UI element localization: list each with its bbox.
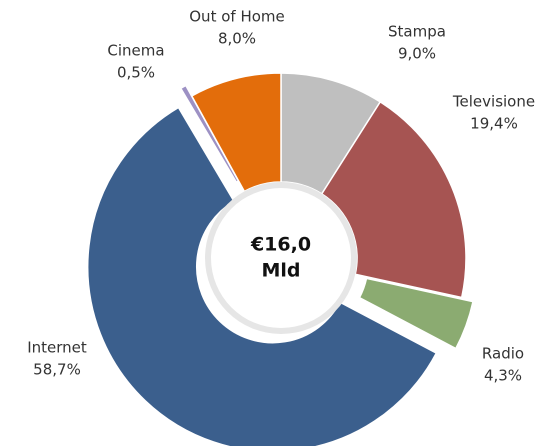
slice-label: Cinema (107, 42, 164, 60)
hole (211, 188, 351, 328)
center-label: Mld (261, 260, 300, 282)
slice (358, 277, 474, 350)
slice-value: 8,0% (218, 30, 256, 48)
slice-value: 9,0% (398, 45, 436, 63)
slice-value: 19,4% (470, 115, 518, 133)
slice-label: Televisione (452, 93, 535, 111)
slice-label: Out of Home (189, 8, 285, 26)
slice-label: Stampa (388, 23, 446, 41)
slice-value: 58,7% (33, 361, 81, 379)
slice-value: 4,3% (484, 367, 522, 385)
slice-value: 0,5% (117, 64, 155, 82)
center-label: €16,0 (250, 234, 311, 256)
slice-label: Radio (482, 345, 524, 363)
slice (86, 106, 438, 446)
slice-label: Internet (27, 339, 87, 357)
